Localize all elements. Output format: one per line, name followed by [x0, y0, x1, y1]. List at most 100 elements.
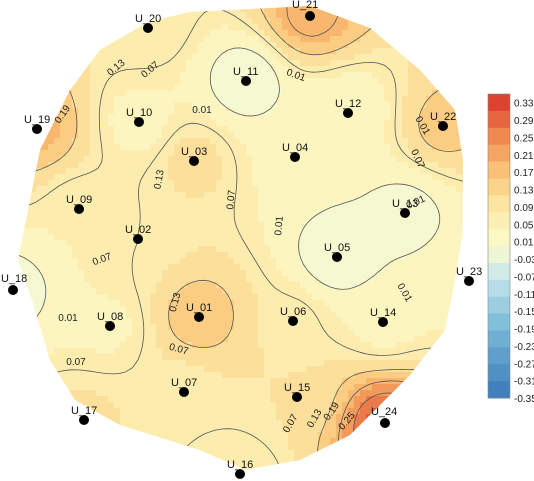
- field-cell: [258, 174, 265, 181]
- field-cell: [174, 6, 181, 13]
- field-cell: [252, 288, 259, 295]
- field-cell: [390, 336, 397, 343]
- field-cell: [162, 102, 169, 109]
- field-cell: [306, 192, 313, 199]
- field-cell: [450, 204, 457, 211]
- field-cell: [276, 150, 283, 157]
- field-cell: [168, 132, 175, 139]
- field-cell: [234, 366, 241, 373]
- field-cell: [282, 72, 289, 79]
- field-cell: [78, 168, 85, 175]
- field-cell: [126, 90, 133, 97]
- field-cell: [324, 138, 331, 145]
- field-cell: [414, 324, 421, 331]
- field-cell: [132, 132, 139, 139]
- field-cell: [264, 348, 271, 355]
- field-cell: [156, 78, 163, 85]
- field-cell: [324, 240, 331, 247]
- field-cell: [456, 216, 463, 223]
- field-cell: [432, 282, 439, 289]
- field-cell: [378, 108, 385, 115]
- field-cell: [354, 102, 361, 109]
- field-cell: [456, 306, 463, 313]
- field-cell: [90, 294, 97, 301]
- field-cell: [276, 114, 283, 121]
- field-cell: [360, 306, 367, 313]
- field-cell: [174, 366, 181, 373]
- field-cell: [138, 240, 145, 247]
- field-cell: [456, 246, 463, 253]
- field-cell: [84, 276, 91, 283]
- field-cell: [288, 354, 295, 361]
- field-cell: [18, 246, 25, 253]
- field-cell: [270, 234, 277, 241]
- field-cell: [192, 42, 199, 49]
- field-cell: [336, 30, 343, 37]
- field-cell: [300, 240, 307, 247]
- field-cell: [408, 72, 415, 79]
- field-cell: [468, 186, 475, 193]
- field-cell: [120, 42, 127, 49]
- field-cell: [144, 300, 151, 307]
- field-cell: [186, 216, 193, 223]
- field-cell: [282, 126, 289, 133]
- field-cell: [348, 198, 355, 205]
- field-cell: [426, 258, 433, 265]
- field-cell: [156, 222, 163, 229]
- field-cell: [384, 348, 391, 355]
- field-cell: [426, 366, 433, 373]
- field-cell: [48, 270, 55, 277]
- field-cell: [282, 360, 289, 367]
- field-cell: [246, 180, 253, 187]
- field-cell: [462, 192, 463, 199]
- field-cell: [204, 204, 211, 211]
- field-cell: [18, 204, 25, 211]
- field-cell: [432, 336, 439, 343]
- field-cell: [198, 138, 205, 145]
- field-cell: [186, 264, 193, 271]
- field-cell: [102, 246, 109, 253]
- field-cell: [42, 216, 49, 223]
- field-cell: [384, 234, 391, 241]
- field-cell: [396, 126, 403, 133]
- field-cell: [72, 336, 79, 343]
- field-cell: [300, 258, 307, 265]
- field-cell: [276, 348, 283, 355]
- field-cell: [444, 42, 451, 49]
- field-cell: [264, 36, 271, 43]
- field-cell: [0, 348, 7, 355]
- field-cell: [306, 48, 313, 55]
- field-cell: [60, 354, 67, 361]
- field-cell: [240, 162, 247, 169]
- field-cell: [390, 192, 397, 199]
- field-cell: [348, 60, 355, 67]
- field-cell: [18, 180, 25, 187]
- field-cell: [180, 144, 187, 151]
- field-cell: [24, 78, 31, 85]
- field-cell: [18, 204, 19, 211]
- field-cell: [360, 18, 367, 25]
- field-cell: [54, 126, 61, 133]
- field-cell: [450, 324, 457, 331]
- field-cell: [216, 48, 223, 55]
- field-cell: [270, 174, 277, 181]
- field-cell: [378, 306, 385, 313]
- field-cell: [468, 126, 475, 133]
- field-cell: [0, 174, 7, 181]
- field-cell: [300, 108, 307, 115]
- field-cell: [426, 192, 433, 199]
- field-cell: [462, 246, 463, 253]
- field-cell: [96, 288, 103, 295]
- field-cell: [354, 120, 361, 127]
- field-cell: [300, 354, 307, 361]
- field-cell: [372, 36, 379, 43]
- field-cell: [264, 108, 271, 115]
- field-cell: [396, 30, 403, 37]
- field-cell: [276, 30, 283, 37]
- field-cell: [444, 342, 451, 349]
- field-cell: [414, 126, 421, 133]
- field-cell: [198, 324, 205, 331]
- field-cell: [150, 366, 157, 373]
- field-cell: [78, 270, 85, 277]
- field-cell: [30, 222, 37, 229]
